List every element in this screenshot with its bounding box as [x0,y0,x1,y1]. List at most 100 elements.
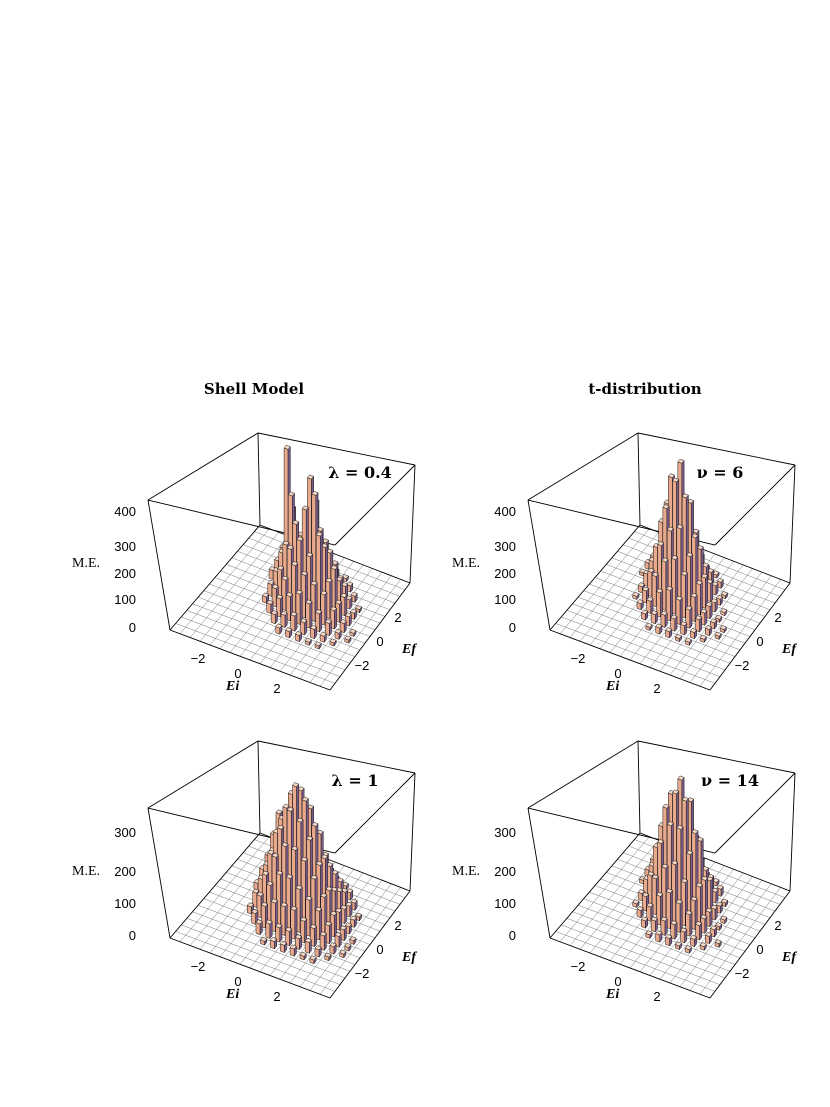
bar [699,634,707,644]
bar [690,896,698,931]
y-tick-label: −2 [735,658,750,673]
y-tick-label: 0 [376,634,383,649]
bar [660,916,668,937]
bar [680,927,688,944]
bar [720,915,728,925]
z-tick-label: 0 [129,928,136,943]
bar [650,916,658,933]
bar [294,630,303,643]
z-tick-label: 100 [114,592,136,607]
bar [684,637,692,647]
bar [711,581,719,596]
z-ticks: 0 100 200 300 400 [114,504,136,635]
y-tick-label: 2 [774,610,781,625]
bar [655,623,663,635]
bar [674,633,683,643]
x-tick-label: 2 [273,989,280,1004]
box-frame [527,432,796,691]
bar [695,921,703,941]
z-tick-label: 200 [114,864,136,879]
y-axis-label: Ef [781,642,797,657]
z-axis-label: M.E. [452,556,480,571]
bar [269,937,278,950]
bar [314,945,322,958]
bar [695,615,703,633]
z-tick-label: 400 [114,504,136,519]
bar [314,641,322,650]
x-tick-label: 2 [273,681,280,696]
x-axis-label: Ei [605,987,619,1002]
z-tick-label: 400 [494,504,516,519]
bar [714,939,722,949]
bar [349,915,357,929]
z-tick-label: 0 [129,620,136,635]
bar [699,942,707,952]
column-title-shell-model: Shell Model [204,380,305,398]
bar [329,942,337,955]
bar [721,591,729,600]
bar [339,949,347,959]
z-tick-label: 200 [494,864,516,879]
z-axis-label: M.E. [72,556,100,571]
bar [300,618,308,636]
z-tick-label: 0 [509,620,516,635]
y-tick-label: −2 [735,966,750,981]
bar [294,934,303,951]
parameter-annotation: ν = 14 [701,771,759,790]
y-tick-label: 2 [394,610,401,625]
z-axis-label: M.E. [452,864,480,879]
bar [275,923,283,943]
bar [279,940,287,954]
bar [324,952,332,962]
bar [319,631,327,644]
bar [680,621,688,636]
z-ticks: 0 100 200 300 [494,825,516,943]
bar [309,624,318,640]
z-tick-label: 300 [114,825,136,840]
z-tick-label: 200 [494,566,516,581]
bar [290,611,298,633]
parameter-annotation: λ = 0.4 [328,463,392,482]
x-axis-label: Ei [225,987,239,1002]
z-tick-label: 0 [509,928,516,943]
bar [261,592,270,604]
x-tick-label: 0 [614,666,621,681]
bar [260,901,269,929]
x-tick-label: 0 [614,974,621,989]
y-tick-label: 0 [376,942,383,957]
bar [339,925,347,942]
bar [275,623,283,635]
bar [319,931,327,952]
bar [355,605,363,614]
bar [289,944,297,958]
bar [700,608,708,627]
bar [285,926,293,947]
bar [645,622,653,632]
y-tick-label: 0 [756,942,763,957]
x-tick-label: −2 [571,651,586,666]
bar [632,591,640,601]
bar [670,614,678,633]
column-title-t-distribution: t-distribution [588,380,701,398]
z-ticks: 0 100 200 300 400 [494,504,516,635]
bar [349,936,357,946]
z-tick-label: 100 [494,896,516,911]
y-tick-label: −2 [355,966,370,981]
x-tick-label: 0 [234,974,241,989]
bar [255,919,263,936]
y-tick-label: 2 [774,918,781,933]
bar [715,614,723,624]
bar [704,625,712,637]
x-tick-label: −2 [571,959,586,974]
bar [632,899,640,909]
bar [285,627,293,639]
z-tick-label: 100 [494,592,516,607]
bar [640,916,649,929]
z-tick-label: 300 [114,539,136,554]
bar [260,936,268,946]
bar [266,599,274,615]
bar [304,937,312,955]
bar [689,934,698,948]
